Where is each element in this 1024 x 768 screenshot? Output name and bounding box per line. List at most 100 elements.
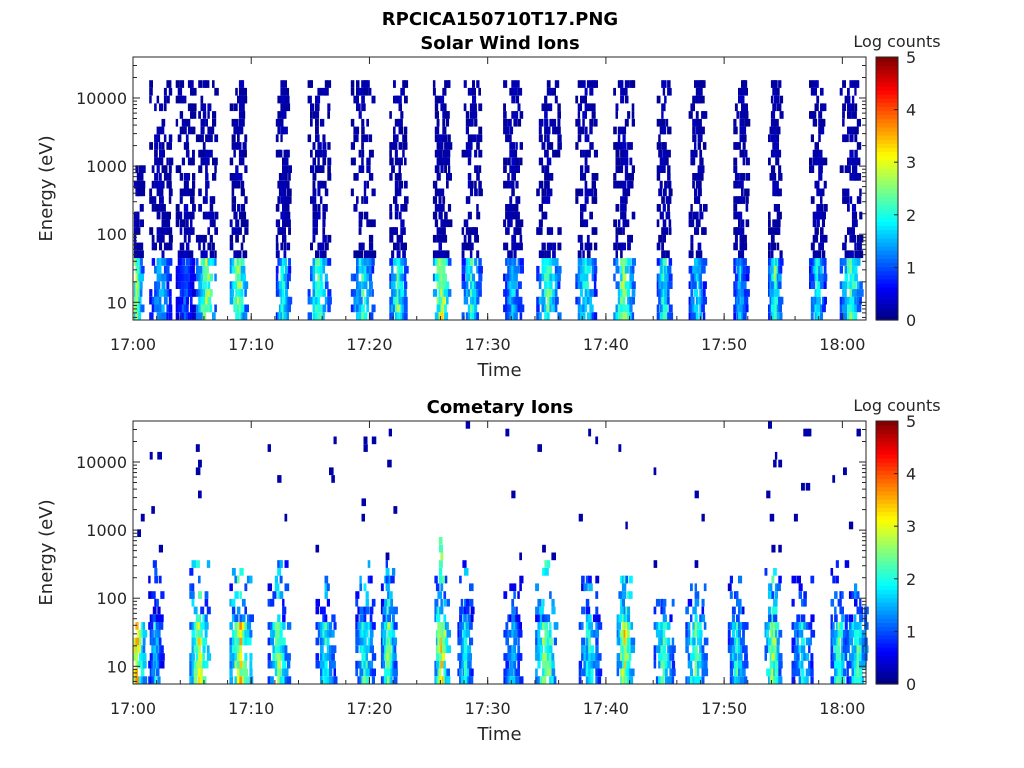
- spectrogram-cell: [168, 273, 172, 282]
- spectrogram-cell: [552, 250, 556, 259]
- spectrogram-cell: [151, 637, 155, 646]
- spectrogram-cell: [773, 126, 777, 135]
- spectrogram-cell: [511, 645, 515, 653]
- spectrogram-cell: [662, 668, 667, 677]
- colorbar-segment: [876, 679, 898, 685]
- spectrogram-cell: [240, 103, 245, 112]
- spectrogram-cell: [270, 629, 275, 638]
- spectrogram-cell: [202, 273, 207, 282]
- spectrogram-cell: [198, 614, 202, 623]
- spectrogram-cell: [240, 157, 245, 166]
- spectrogram-cell: [546, 173, 551, 181]
- spectrogram-cell: [854, 289, 858, 297]
- spectrogram-cell: [443, 660, 446, 669]
- spectrogram-cell: [286, 95, 289, 104]
- spectrogram-cell: [398, 281, 401, 289]
- spectrogram-cell: [685, 676, 688, 684]
- spectrogram-cell: [438, 622, 442, 630]
- spectrogram-cell: [142, 622, 146, 630]
- spectrogram-cell: [697, 126, 701, 135]
- spectrogram-cell: [355, 598, 359, 607]
- spectrogram-cell: [553, 622, 559, 630]
- spectrogram-cell: [658, 637, 662, 646]
- spectrogram-cell: [535, 676, 540, 684]
- spectrogram-cell: [435, 653, 439, 661]
- spectrogram-cell: [622, 134, 626, 143]
- spectrogram-cell: [793, 668, 797, 677]
- spectrogram-cell: [629, 157, 633, 166]
- spectrogram-cell: [554, 304, 558, 313]
- spectrogram-cell: [469, 668, 472, 677]
- spectrogram-cell: [846, 676, 851, 684]
- spectrogram-cell: [447, 142, 453, 150]
- spectrogram-cell: [274, 629, 279, 638]
- spectrogram-cell: [359, 583, 363, 592]
- spectrogram-cell: [389, 273, 392, 282]
- spectrogram-cell: [136, 242, 142, 251]
- spectrogram-cell: [627, 629, 630, 638]
- spectrogram-cell: [847, 258, 852, 266]
- spectrogram-cell: [591, 111, 596, 119]
- spectrogram-cell: [324, 296, 329, 305]
- spectrogram-cell: [275, 250, 280, 259]
- spectrogram-cell: [742, 637, 745, 646]
- spectrogram-cell: [402, 304, 405, 313]
- spectrogram-cell: [851, 591, 856, 599]
- spectrogram-cell: [198, 149, 202, 158]
- spectrogram-cell: [505, 660, 509, 669]
- spectrogram-cell: [770, 118, 776, 127]
- spectrogram-cell: [744, 149, 748, 158]
- colorbar-segment: [876, 225, 898, 231]
- spectrogram-cell: [625, 660, 628, 669]
- spectrogram-cell: [810, 575, 815, 584]
- spectrogram-cell: [236, 637, 240, 646]
- spectrogram-cell: [183, 142, 188, 150]
- spectrogram-cell: [745, 273, 750, 282]
- spectrogram-cell: [617, 227, 623, 235]
- spectrogram-cell: [312, 219, 317, 228]
- spectrogram-cell: [135, 668, 138, 677]
- spectrogram-cell: [744, 103, 748, 112]
- spectrogram-cell: [820, 265, 823, 274]
- spectrogram-cell: [656, 258, 660, 266]
- spectrogram-cell: [841, 637, 845, 646]
- spectrogram-cell: [286, 273, 291, 282]
- spectrogram-cell: [240, 118, 245, 127]
- spectrogram-cell: [557, 111, 561, 119]
- spectrogram-cell: [189, 676, 194, 684]
- spectrogram-cell: [851, 304, 855, 313]
- spectrogram-cell: [739, 134, 744, 143]
- spectrogram-cell: [511, 273, 514, 282]
- colorbar-segment: [876, 262, 898, 268]
- spectrogram-cell: [511, 490, 516, 499]
- spectrogram-cell: [593, 273, 597, 282]
- spectrogram-cell: [796, 622, 800, 630]
- spectrogram-cell: [440, 660, 444, 669]
- spectrogram-cell: [333, 436, 337, 445]
- spectrogram-cell: [778, 165, 782, 173]
- spectrogram-cell: [177, 134, 182, 143]
- spectrogram-cell: [796, 660, 801, 669]
- spectrogram-cell: [801, 629, 804, 638]
- spectrogram-cell: [688, 265, 692, 274]
- spectrogram-cell: [699, 87, 703, 96]
- spectrogram-cell: [212, 258, 216, 266]
- spectrogram-cell: [851, 80, 856, 88]
- spectrogram-cell: [701, 173, 704, 181]
- spectrogram-cell: [198, 281, 203, 289]
- colorbar-segment: [876, 601, 898, 607]
- spectrogram-cell: [615, 265, 620, 274]
- spectrogram-cell: [242, 273, 246, 282]
- spectrogram-cell: [244, 95, 248, 104]
- colorbar-tick-label: 5: [906, 48, 916, 67]
- spectrogram-cell: [687, 598, 693, 607]
- spectrogram-cell: [389, 227, 393, 235]
- spectrogram-cell: [324, 629, 329, 638]
- spectrogram-cell: [382, 660, 386, 669]
- spectrogram-cell: [699, 637, 703, 646]
- spectrogram-cell: [158, 622, 164, 630]
- spectrogram-cell: [200, 273, 205, 282]
- spectrogram-cell: [810, 111, 815, 119]
- spectrogram-cell: [659, 149, 663, 158]
- spectrogram-cell: [731, 606, 736, 615]
